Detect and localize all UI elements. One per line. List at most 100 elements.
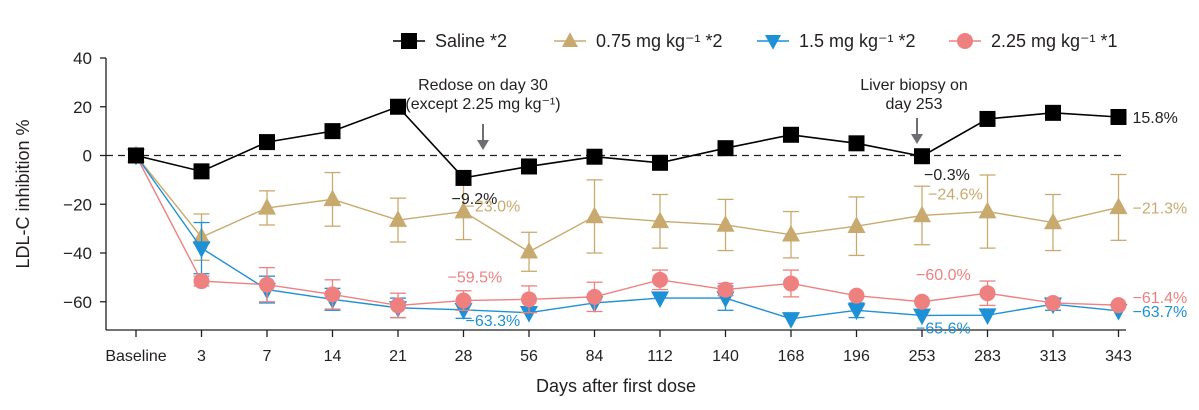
data-point xyxy=(978,308,997,326)
data-point xyxy=(847,216,866,233)
data-point xyxy=(520,305,538,323)
data-point xyxy=(651,291,669,308)
data-point xyxy=(978,201,997,219)
data-label: −65.6% xyxy=(916,320,971,337)
series-line xyxy=(135,155,1119,320)
y-tick-label: 40 xyxy=(73,49,92,68)
series-2 xyxy=(127,148,1128,329)
x-tick-label: 3 xyxy=(197,348,206,365)
annotation-redose-note: (except 2.25 mg kg⁻¹) xyxy=(405,96,560,113)
data-point xyxy=(848,287,865,304)
data-label: 15.8% xyxy=(1133,110,1178,127)
data-point xyxy=(1110,297,1127,314)
x-tick-label: 84 xyxy=(586,348,604,365)
legend-marker xyxy=(957,33,973,49)
data-point xyxy=(979,110,996,127)
x-tick-label: 14 xyxy=(324,348,342,365)
data-point xyxy=(455,292,472,309)
data-label: −61.4% xyxy=(1133,290,1188,307)
data-point xyxy=(848,135,865,152)
data-label: −21.3% xyxy=(1133,200,1188,217)
x-tick-label: 168 xyxy=(778,348,805,365)
y-axis-label: LDL-C inhibition % xyxy=(13,119,33,268)
series-1 xyxy=(127,145,1128,272)
axes: 40 20 0 −20 −40 −60 Baseline 3 7 14 21 28 56 84 112 140… xyxy=(13,49,1132,396)
x-tick-label: 28 xyxy=(455,348,473,365)
data-point xyxy=(324,123,341,140)
data-point xyxy=(913,205,931,223)
data-label: −60.0% xyxy=(916,267,971,284)
data-point xyxy=(454,201,473,219)
data-point xyxy=(323,189,342,207)
data-point xyxy=(1109,197,1128,215)
legend: Saline *2 0.75 mg kg⁻¹ *2 1.5 mg kg⁻¹ *2 2.… xyxy=(393,31,1118,51)
legend-marker xyxy=(401,33,417,49)
annotation-biopsy-day: day 253 xyxy=(886,96,943,113)
legend-label: 0.75 mg kg⁻¹ *2 xyxy=(596,31,723,51)
data-label: −63.3% xyxy=(466,313,521,330)
data-point xyxy=(455,169,472,186)
x-tick-label: 253 xyxy=(909,348,936,365)
x-tick-label: 7 xyxy=(263,348,272,365)
series-group xyxy=(127,98,1128,329)
data-label: −24.6% xyxy=(928,186,983,203)
legend-marker xyxy=(562,32,578,47)
data-point xyxy=(454,303,473,320)
data-point xyxy=(389,210,407,227)
series-line xyxy=(135,105,1119,179)
data-point xyxy=(717,140,734,157)
data-point xyxy=(1044,212,1062,230)
data-label: −9.2% xyxy=(452,191,498,208)
biopsy-arrow-head xyxy=(911,134,923,144)
legend-label: Saline *2 xyxy=(435,31,507,51)
x-tick-label: 196 xyxy=(843,348,870,365)
y-tick-label: −40 xyxy=(63,244,92,263)
data-point xyxy=(521,291,537,308)
y-tick-label: −20 xyxy=(63,195,92,214)
series-line xyxy=(135,155,1119,253)
data-point xyxy=(1110,108,1127,125)
data-label: −63.7% xyxy=(1133,304,1188,321)
data-point xyxy=(652,154,668,171)
data-point xyxy=(520,241,538,259)
data-point xyxy=(716,215,735,232)
data-labels: −9.2% −0.3% 15.8% −23.0% −24.6% −21.3% −59.5% −… xyxy=(448,110,1188,337)
data-point xyxy=(128,147,144,164)
x-tick-label: 343 xyxy=(1105,348,1132,365)
x-tick-label: 56 xyxy=(520,348,538,365)
data-label: −59.5% xyxy=(448,270,503,287)
data-point xyxy=(258,198,276,215)
data-label: −0.3% xyxy=(924,167,970,184)
y-tick-label: −60 xyxy=(63,293,92,312)
x-tick-label: 283 xyxy=(974,348,1001,365)
data-point xyxy=(914,148,930,165)
data-point xyxy=(979,285,996,302)
data-point xyxy=(193,163,210,180)
data-point xyxy=(259,276,275,293)
x-tick-label: 21 xyxy=(389,348,407,365)
data-point xyxy=(652,271,668,288)
y-tick-label: 0 xyxy=(83,147,92,166)
data-point xyxy=(390,98,406,115)
data-point xyxy=(651,211,669,229)
x-tick-label: 313 xyxy=(1040,348,1067,365)
data-point xyxy=(521,158,537,175)
series-line xyxy=(135,155,1119,307)
data-point xyxy=(914,293,930,310)
data-point xyxy=(259,134,275,151)
data-point xyxy=(847,303,866,321)
data-point xyxy=(783,275,799,292)
series-0 xyxy=(128,98,1127,186)
data-point xyxy=(782,312,800,329)
x-axis-label: Days after first dose xyxy=(536,376,696,396)
data-point xyxy=(913,308,931,326)
legend-label: 2.25 mg kg⁻¹ *1 xyxy=(991,31,1118,51)
data-point xyxy=(324,286,341,303)
data-point xyxy=(192,241,211,259)
legend-label: 1.5 mg kg⁻¹ *2 xyxy=(799,31,916,51)
data-point xyxy=(586,288,603,305)
data-point xyxy=(1045,294,1061,311)
data-label: −23.0% xyxy=(466,199,521,216)
y-tick-label: 20 xyxy=(73,98,92,117)
